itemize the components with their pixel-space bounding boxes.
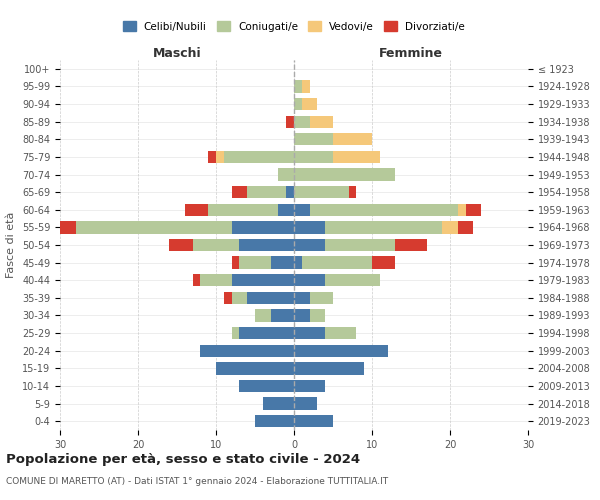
Bar [286,186,294,198]
Bar [247,292,294,304]
Bar [185,204,208,216]
Y-axis label: Fasce di età: Fasce di età [7,212,16,278]
Bar [302,256,372,269]
Bar [200,344,294,357]
Bar [294,116,310,128]
Legend: Celibi/Nubili, Coniugati/e, Vedovi/e, Divorziati/e: Celibi/Nubili, Coniugati/e, Vedovi/e, Di… [119,17,469,36]
Bar [294,150,333,163]
Bar [294,292,310,304]
Bar [372,256,395,269]
Bar [310,292,333,304]
Bar [224,292,232,304]
Bar [255,310,271,322]
Bar [193,274,200,286]
Bar [216,362,294,374]
Bar [294,186,349,198]
Bar [310,116,333,128]
Bar [239,327,294,340]
Bar [294,168,395,180]
Bar [294,256,302,269]
Bar [325,221,442,234]
Bar [458,204,466,216]
Bar [200,274,232,286]
Bar [325,239,395,251]
Bar [294,204,310,216]
Text: Femmine: Femmine [379,47,443,60]
Bar [294,274,325,286]
Bar [294,415,333,428]
Bar [216,150,224,163]
Bar [333,150,380,163]
Bar [466,204,481,216]
Bar [239,380,294,392]
Bar [349,186,356,198]
Bar [458,221,473,234]
Bar [286,116,294,128]
Bar [294,310,310,322]
Bar [232,186,247,198]
Bar [271,256,294,269]
Bar [294,327,325,340]
Bar [294,80,302,92]
Bar [232,221,294,234]
Bar [208,150,216,163]
Text: COMUNE DI MARETTO (AT) - Dati ISTAT 1° gennaio 2024 - Elaborazione TUTTITALIA.IT: COMUNE DI MARETTO (AT) - Dati ISTAT 1° g… [6,478,388,486]
Bar [294,239,325,251]
Bar [232,256,239,269]
Bar [255,415,294,428]
Bar [169,239,193,251]
Bar [271,310,294,322]
Text: Maschi: Maschi [152,47,202,60]
Bar [310,204,458,216]
Text: Popolazione per età, sesso e stato civile - 2024: Popolazione per età, sesso e stato civil… [6,452,360,466]
Bar [294,221,325,234]
Bar [325,274,380,286]
Bar [232,327,239,340]
Bar [239,239,294,251]
Bar [442,221,458,234]
Bar [294,398,317,409]
Y-axis label: Anni di nascita: Anni di nascita [597,204,600,286]
Bar [395,239,427,251]
Bar [52,221,76,234]
Bar [302,80,310,92]
Bar [294,133,333,145]
Bar [294,344,388,357]
Bar [294,362,364,374]
Bar [232,274,294,286]
Bar [263,398,294,409]
Bar [208,204,278,216]
Bar [239,256,271,269]
Bar [325,327,356,340]
Bar [278,204,294,216]
Bar [193,239,239,251]
Bar [247,186,286,198]
Bar [302,98,317,110]
Bar [333,133,372,145]
Bar [232,292,247,304]
Bar [278,168,294,180]
Bar [310,310,325,322]
Bar [76,221,232,234]
Bar [294,98,302,110]
Bar [224,150,294,163]
Bar [294,380,325,392]
